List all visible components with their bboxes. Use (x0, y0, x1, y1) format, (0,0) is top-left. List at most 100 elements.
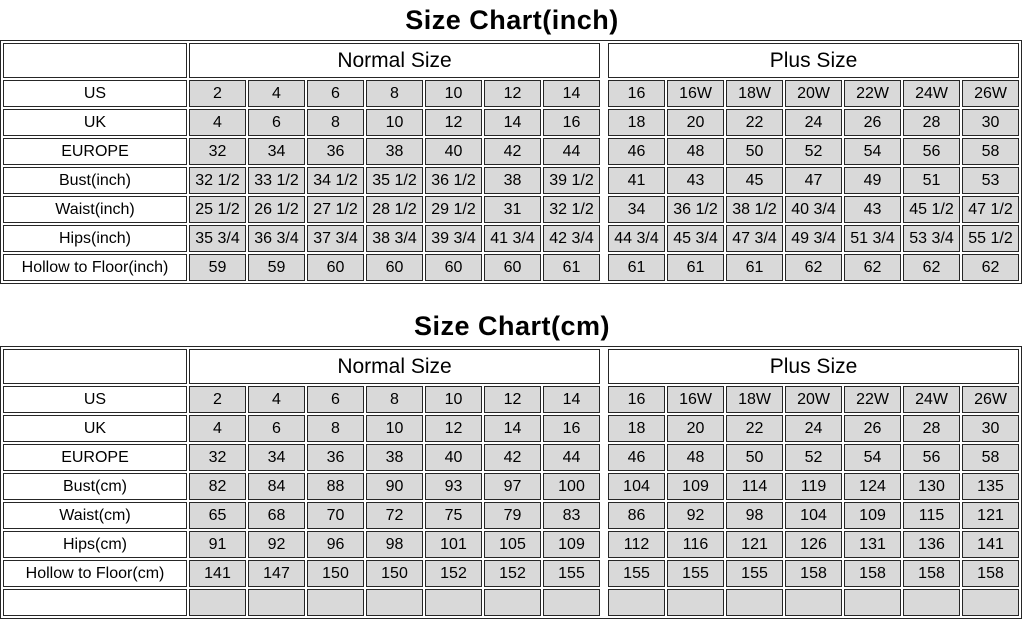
size-value: 2 (189, 80, 246, 107)
group-header-normal-size: Normal Size (189, 349, 601, 384)
clipped-row-cell (726, 589, 784, 616)
size-value: 14 (484, 109, 541, 136)
size-value: 8 (366, 80, 423, 107)
size-value: 59 (248, 254, 305, 281)
size-value: 26W (962, 80, 1020, 107)
row-label-waist-cm: Waist(cm) (3, 502, 187, 529)
size-value: 62 (903, 254, 961, 281)
group-header-plus-size: Plus Size (608, 43, 1020, 78)
size-value: 54 (844, 138, 902, 165)
size-value: 51 3/4 (844, 225, 902, 252)
size-value: 6 (307, 80, 364, 107)
size-value: 121 (726, 531, 784, 558)
row-label-bust-cm: Bust(cm) (3, 473, 187, 500)
size-value: 98 (366, 531, 423, 558)
corner-cell (3, 349, 187, 384)
row-label-europe: EUROPE (3, 444, 187, 471)
size-value: 155 (726, 560, 784, 587)
size-value: 158 (785, 560, 843, 587)
size-value: 6 (248, 109, 305, 136)
size-value: 6 (248, 415, 305, 442)
size-value: 38 (366, 138, 423, 165)
size-value: 42 (484, 444, 541, 471)
size-value: 36 (307, 138, 364, 165)
size-value: 4 (248, 80, 305, 107)
size-value: 91 (189, 531, 246, 558)
size-value: 16 (543, 109, 601, 136)
corner-cell (3, 43, 187, 78)
size-value: 40 3/4 (785, 196, 843, 223)
table-row: Waist(cm) 65 68 70 72 75 79 83 86 92 98 104 109 115 12… (3, 502, 1020, 529)
size-value: 16W (667, 386, 725, 413)
size-value: 30 (962, 415, 1020, 442)
size-value: 42 (484, 138, 541, 165)
size-value: 104 (608, 473, 666, 500)
row-label-us: US (3, 80, 187, 107)
clipped-row-cell (667, 589, 725, 616)
group-header-plus-size: Plus Size (608, 349, 1020, 384)
table-row: Bust(inch) 32 1/2 33 1/2 34 1/2 35 1/2 36 1/2… (3, 167, 1020, 194)
size-value: 58 (962, 444, 1020, 471)
row-label-hips-inch: Hips(inch) (3, 225, 187, 252)
row-label-europe: EUROPE (3, 138, 187, 165)
size-value: 130 (903, 473, 961, 500)
clipped-row (3, 589, 1020, 616)
group-divider (602, 415, 607, 442)
clipped-row-cell (608, 589, 666, 616)
table-row: US 2 4 6 8 10 12 14 16 16W 18W 20W 22W 24W 26W (3, 80, 1020, 107)
size-value: 155 (667, 560, 725, 587)
size-value: 88 (307, 473, 364, 500)
size-value: 36 (307, 444, 364, 471)
group-divider (602, 531, 607, 558)
row-label-uk: UK (3, 415, 187, 442)
size-value: 24W (903, 386, 961, 413)
size-value: 48 (667, 444, 725, 471)
size-value: 54 (844, 444, 902, 471)
table-row: UK 4 6 8 10 12 14 16 18 20 22 24 26 28 30 (3, 415, 1020, 442)
size-value: 158 (844, 560, 902, 587)
size-value: 135 (962, 473, 1020, 500)
size-value: 61 (667, 254, 725, 281)
size-value: 36 1/2 (667, 196, 725, 223)
size-value: 90 (366, 473, 423, 500)
size-value: 44 3/4 (608, 225, 666, 252)
size-value: 31 (484, 196, 541, 223)
size-value: 96 (307, 531, 364, 558)
size-value: 16 (608, 80, 666, 107)
group-divider (602, 80, 607, 107)
clipped-row-cell (543, 589, 601, 616)
size-value: 152 (425, 560, 482, 587)
group-divider (602, 196, 607, 223)
size-value: 16 (608, 386, 666, 413)
size-value: 32 (189, 444, 246, 471)
size-value: 28 (903, 415, 961, 442)
size-value: 26 (844, 415, 902, 442)
group-divider (602, 167, 607, 194)
size-value: 53 3/4 (903, 225, 961, 252)
size-value: 16 (543, 415, 601, 442)
size-value: 34 1/2 (307, 167, 364, 194)
table-row: EUROPE 32 34 36 38 40 42 44 46 48 50 52 54 56 58 (3, 444, 1020, 471)
table-row: Hollow to Floor(cm) 141 147 150 150 152 152 155… (3, 560, 1020, 587)
size-value: 49 3/4 (785, 225, 843, 252)
size-value: 126 (785, 531, 843, 558)
size-value: 104 (785, 502, 843, 529)
size-value: 26 (844, 109, 902, 136)
size-value: 10 (366, 109, 423, 136)
size-value: 155 (608, 560, 666, 587)
group-divider (602, 43, 607, 78)
size-value: 16W (667, 80, 725, 107)
size-value: 92 (248, 531, 305, 558)
clipped-row-label (3, 589, 187, 616)
size-value: 114 (726, 473, 784, 500)
clipped-row-cell (307, 589, 364, 616)
size-value: 46 (608, 444, 666, 471)
size-value: 10 (425, 386, 482, 413)
table-row: Hips(inch) 35 3/4 36 3/4 37 3/4 38 3/4 39 3/4… (3, 225, 1020, 252)
size-value: 84 (248, 473, 305, 500)
size-value: 109 (667, 473, 725, 500)
size-value: 22W (844, 80, 902, 107)
size-value: 18 (608, 415, 666, 442)
size-value: 8 (307, 109, 364, 136)
size-value: 8 (366, 386, 423, 413)
